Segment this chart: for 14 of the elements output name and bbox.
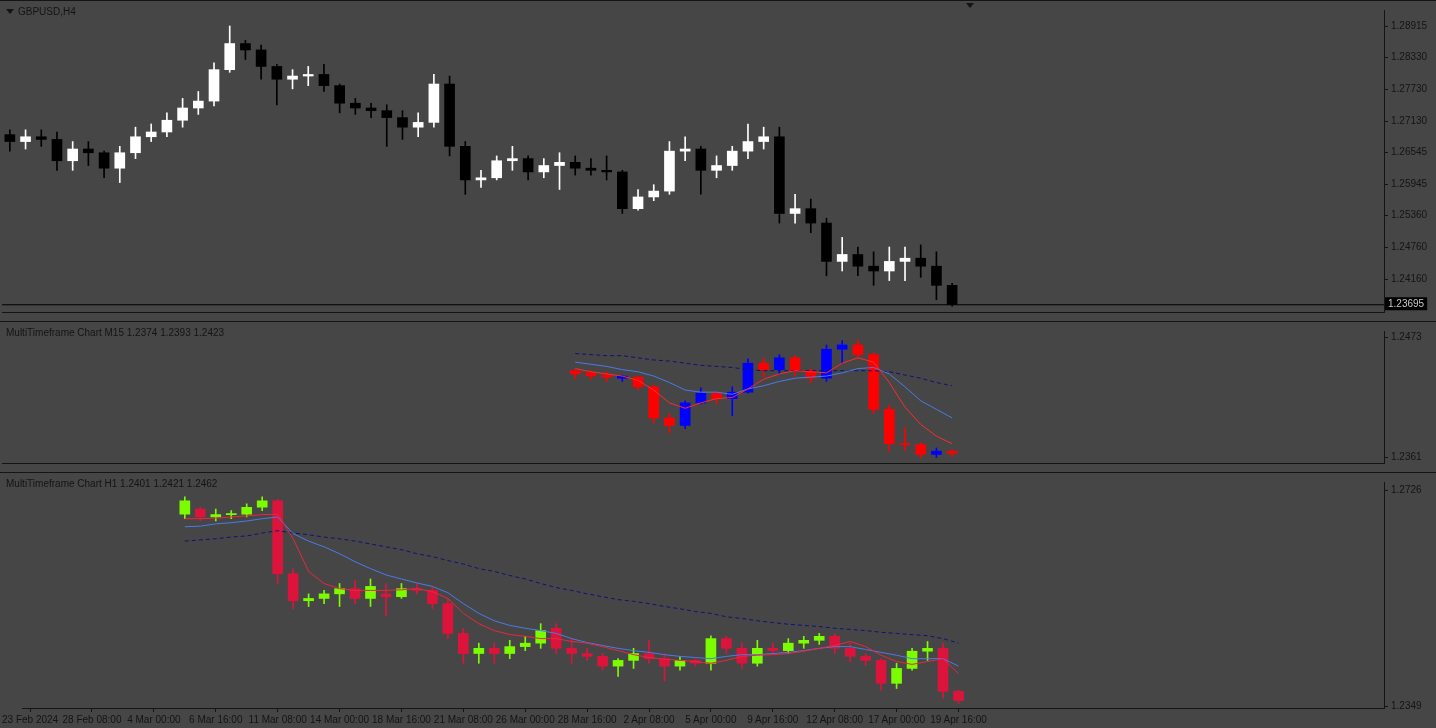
line-series bbox=[184, 530, 959, 644]
candlestick bbox=[412, 112, 424, 138]
candlestick bbox=[836, 340, 848, 364]
ref-line-label: 1.23695 bbox=[1388, 298, 1425, 310]
candlestick bbox=[475, 169, 487, 188]
candlestick bbox=[789, 193, 801, 224]
candlestick bbox=[899, 427, 911, 451]
candlestick bbox=[585, 158, 597, 176]
candlestick bbox=[836, 237, 848, 272]
candlestick bbox=[35, 129, 47, 147]
candlestick bbox=[381, 104, 393, 147]
candlestick bbox=[302, 66, 314, 86]
candlestick bbox=[899, 246, 911, 281]
line-series bbox=[574, 353, 953, 387]
